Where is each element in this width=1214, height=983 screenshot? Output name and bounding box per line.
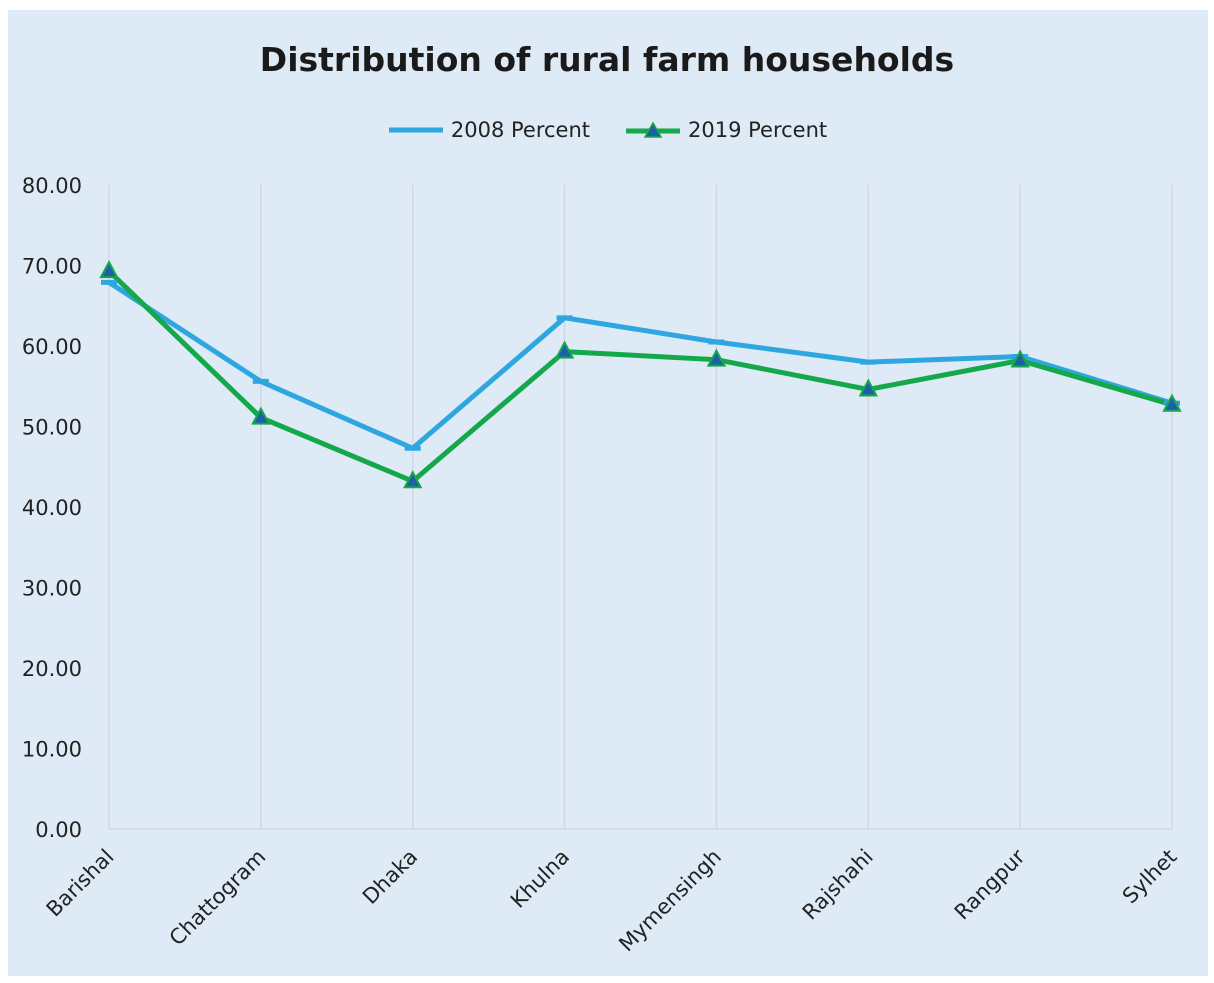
series-line-1: [107, 269, 1173, 484]
x-tick-label: Rajshahi: [798, 845, 878, 925]
x-tick-label: Sylhet: [1118, 845, 1182, 909]
y-tick-label: 80.00: [22, 174, 82, 198]
data-point: [1010, 349, 1030, 368]
legend-label-2008: 2008 Percent: [450, 118, 590, 142]
y-tick-label: 70.00: [22, 255, 82, 279]
legend-swatch-2008: [388, 127, 443, 133]
x-tick-label: Dhaka: [358, 845, 422, 909]
x-tick-label: Mymensingh: [614, 845, 726, 957]
y-tick-label: 20.00: [22, 657, 82, 681]
legend-label-2019: 2019 Percent: [688, 118, 828, 142]
data-point: [251, 406, 271, 425]
x-tick-label: Khulna: [506, 845, 574, 913]
y-tick-label: 60.00: [22, 335, 82, 359]
chart-title: Distribution of rural farm households: [259, 40, 955, 79]
y-tick-label: 10.00: [22, 738, 82, 762]
y-tick-label: 0.00: [35, 818, 82, 842]
series-line-0: [107, 280, 1173, 451]
data-point: [858, 378, 878, 397]
data-point: [706, 348, 727, 367]
data-point: [554, 340, 575, 359]
y-tick-label: 50.00: [22, 416, 82, 440]
data-point: [1162, 393, 1182, 412]
chart-area: [8, 10, 1208, 976]
legend-swatch-2019: [626, 121, 680, 138]
x-tick-label: Barishal: [42, 845, 119, 922]
x-tick-label: Chattogram: [165, 845, 271, 951]
data-point: [99, 260, 119, 279]
legend: 2008 Percent 2019 Percent: [0, 118, 1214, 142]
y-tick-label: 30.00: [22, 577, 82, 601]
data-point: [403, 470, 423, 489]
y-tick-label: 40.00: [22, 496, 82, 520]
x-tick-label: Rangpur: [950, 844, 1030, 924]
legend-item-2019: 2019 Percent: [624, 118, 827, 142]
legend-item-2008: 2008 Percent: [387, 118, 590, 142]
